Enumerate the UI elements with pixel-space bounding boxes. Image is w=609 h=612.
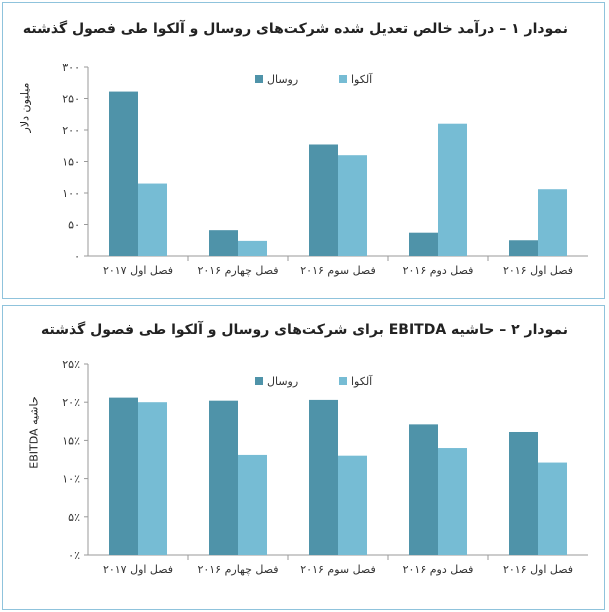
x-tick-label: فصل اول ۲۰۱۷	[103, 563, 173, 576]
legend-label: آلکوا	[351, 374, 373, 388]
x-tick-label: فصل سوم ۲۰۱۶	[300, 563, 375, 576]
y-tick-label: ۲۵٪	[62, 358, 80, 371]
y-tick-label: ۱۵۰	[62, 156, 80, 169]
legend-swatch	[339, 377, 347, 385]
x-tick-label: فصل دوم ۲۰۱۶	[403, 563, 474, 576]
legend-swatch	[255, 75, 263, 83]
y-tick-label: ۲۰۰	[62, 124, 80, 137]
y-tick-label: ۳۰۰	[62, 61, 80, 74]
x-tick-label: فصل اول ۲۰۱۶	[503, 264, 573, 277]
bar-alcoa	[138, 183, 167, 256]
bar-rusal	[209, 400, 238, 555]
bar-alcoa	[338, 155, 367, 256]
bar-alcoa	[538, 189, 567, 256]
y-tick-label: ۱۰۰	[62, 187, 80, 200]
legend-swatch	[339, 75, 347, 83]
bar-alcoa	[138, 402, 167, 555]
chart-svg: ۰ ۵۰ ۱۰۰ ۱۵۰ ۲۰۰ ۲۵۰ ۳۰۰ فصل اول ۲۰۱۷ فصل چهارم …	[62, 61, 588, 277]
y-tick-label: ۵۰	[68, 219, 80, 232]
bar-alcoa	[438, 448, 467, 555]
y-tick-label: ۲۵۰	[62, 93, 80, 106]
bar-rusal	[109, 397, 138, 555]
bar-rusal	[409, 232, 438, 256]
x-tick-label: فصل سوم ۲۰۱۶	[300, 264, 375, 277]
chart-svg: ۰٪ ۵٪ ۱۰٪ ۱۵٪ ۲۰٪ ۲۵٪ فصل اول ۲۰۱۷ فصل چهارم ۲۰…	[62, 358, 588, 576]
y-tick-label: ۵٪	[68, 511, 80, 524]
x-tick-label: فصل چهارم ۲۰۱۶	[197, 264, 278, 277]
legend-swatch	[255, 377, 263, 385]
legend-label: آلکوا	[351, 72, 373, 86]
bar-rusal	[509, 431, 538, 555]
y-tick-label: ۰٪	[68, 549, 80, 562]
y-tick-label: ۱۵٪	[62, 434, 80, 447]
bar-rusal	[209, 230, 238, 256]
bar-alcoa	[438, 123, 467, 256]
chart-panel-1: نمودار ۱ – درآمد خالص تعدیل شده شرکت‌های…	[2, 2, 605, 299]
bar-rusal	[309, 144, 338, 256]
x-tick-label: فصل دوم ۲۰۱۶	[403, 264, 474, 277]
chart-panel-2: نمودار ۲ – حاشیه EBITDA برای شرکت‌های رو…	[2, 305, 605, 610]
legend-label: روسال	[267, 73, 298, 86]
x-tick-label: فصل اول ۲۰۱۷	[103, 264, 173, 277]
bar-rusal	[409, 424, 438, 555]
x-tick-label: فصل چهارم ۲۰۱۶	[197, 563, 278, 576]
bar-alcoa	[538, 462, 567, 555]
bar-alcoa	[238, 240, 267, 256]
bar-alcoa	[338, 455, 367, 555]
chart-title: نمودار ۱ – درآمد خالص تعدیل شده شرکت‌های…	[22, 21, 568, 37]
legend-label: روسال	[267, 375, 298, 388]
bar-alcoa	[238, 454, 267, 555]
bar-rusal	[109, 91, 138, 256]
y-tick-label: ۰	[74, 250, 80, 263]
bar-rusal	[509, 240, 538, 256]
chart-title: نمودار ۲ – حاشیه EBITDA برای شرکت‌های رو…	[41, 322, 568, 338]
y-tick-label: ۱۰٪	[62, 473, 80, 486]
bar-rusal	[309, 399, 338, 555]
x-tick-label: فصل اول ۲۰۱۶	[503, 563, 573, 576]
y-tick-label: ۲۰٪	[62, 396, 80, 409]
